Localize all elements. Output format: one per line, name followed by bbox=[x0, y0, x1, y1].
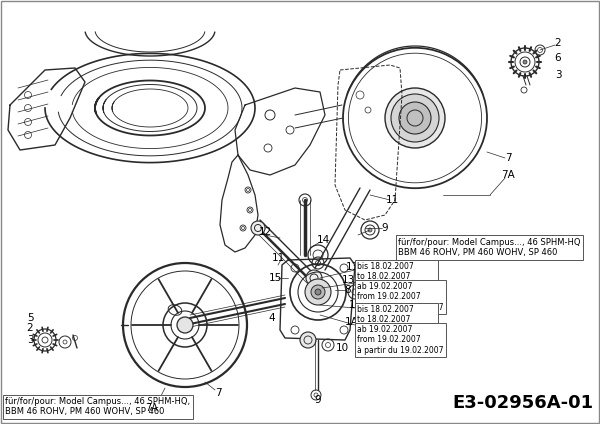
Text: ab 19.02.2007
from 19.02.2007
à partir du 19.02.2007: ab 19.02.2007 from 19.02.2007 à partir d… bbox=[357, 325, 443, 355]
Text: 6: 6 bbox=[554, 53, 562, 63]
Text: 8: 8 bbox=[344, 285, 352, 295]
Text: bis 18.02.2007
to 18.02.2007
jusqu'au 18.02.2007: bis 18.02.2007 to 18.02.2007 jusqu'au 18… bbox=[357, 262, 435, 292]
Text: 7: 7 bbox=[215, 388, 221, 398]
Text: 14: 14 bbox=[316, 235, 329, 245]
Circle shape bbox=[306, 270, 322, 286]
Text: 11: 11 bbox=[385, 195, 398, 205]
Text: 5: 5 bbox=[26, 313, 34, 323]
Text: 4: 4 bbox=[269, 313, 275, 323]
Text: E3-02956A-01: E3-02956A-01 bbox=[452, 394, 593, 412]
Text: 7: 7 bbox=[505, 153, 511, 163]
Circle shape bbox=[391, 94, 439, 142]
Circle shape bbox=[523, 60, 527, 64]
Text: 11: 11 bbox=[271, 253, 284, 263]
Circle shape bbox=[315, 289, 321, 295]
Text: 7A: 7A bbox=[501, 170, 515, 180]
Circle shape bbox=[251, 221, 265, 235]
Text: 10: 10 bbox=[335, 343, 349, 353]
Text: 9: 9 bbox=[382, 223, 388, 233]
Circle shape bbox=[385, 88, 445, 148]
Text: ab 19.02.2007
from 19.02.2007
à partir du 19.02.2007: ab 19.02.2007 from 19.02.2007 à partir d… bbox=[357, 282, 443, 312]
Text: bis 18.02.2007
to 18.02.2007
jusqu'au 18.02.2007: bis 18.02.2007 to 18.02.2007 jusqu'au 18… bbox=[357, 305, 435, 335]
Circle shape bbox=[311, 285, 325, 299]
Circle shape bbox=[368, 228, 372, 232]
Text: 1: 1 bbox=[349, 300, 355, 310]
Circle shape bbox=[300, 332, 316, 348]
Text: 2: 2 bbox=[554, 38, 562, 48]
Text: 1A: 1A bbox=[345, 317, 359, 327]
Text: 3: 3 bbox=[26, 335, 34, 345]
Text: 13: 13 bbox=[346, 262, 359, 272]
Circle shape bbox=[177, 317, 193, 333]
Circle shape bbox=[305, 279, 331, 305]
Text: 7A: 7A bbox=[150, 397, 164, 407]
Text: 15: 15 bbox=[268, 273, 281, 283]
Text: für/for/pour: Model Campus..., 46 SPHM-HQ
BBM 46 ROHV, PM 460 WOHV, SP 460: für/for/pour: Model Campus..., 46 SPHM-H… bbox=[398, 238, 581, 257]
Text: 12: 12 bbox=[259, 227, 272, 237]
Text: 13A: 13A bbox=[342, 275, 362, 285]
Text: 3: 3 bbox=[554, 70, 562, 80]
Text: 9: 9 bbox=[314, 395, 322, 405]
Text: für/for/pour: Model Campus..., 46 SPHM-HQ,
BBM 46 ROHV, PM 460 WOHV, SP 460: für/for/pour: Model Campus..., 46 SPHM-H… bbox=[5, 397, 190, 416]
Text: 2: 2 bbox=[26, 323, 34, 333]
Circle shape bbox=[399, 102, 431, 134]
Text: 7A: 7A bbox=[146, 403, 158, 413]
